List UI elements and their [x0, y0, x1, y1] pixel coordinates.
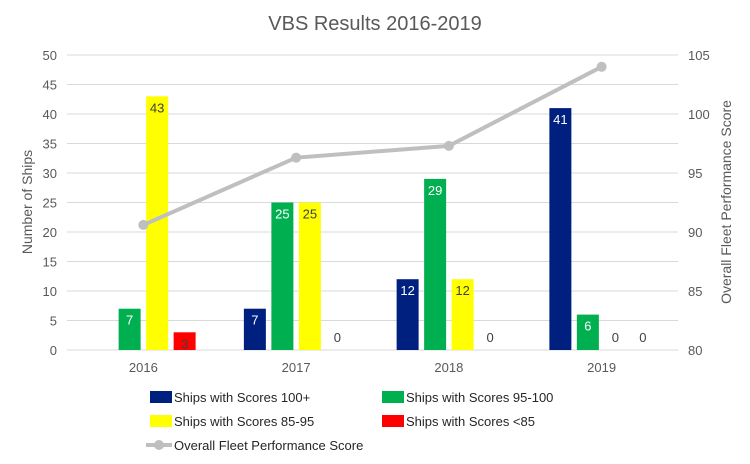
data-label: 3: [181, 336, 188, 351]
bar: [271, 202, 294, 350]
y-tick-label: 5: [50, 314, 57, 329]
bar: [298, 202, 321, 350]
y2-axis-ticks: 80 85 90 95 100 105: [688, 48, 710, 358]
data-label: 7: [251, 313, 258, 328]
y-tick-label: 35: [43, 137, 57, 152]
bar: [576, 314, 599, 350]
y2-tick-label: 90: [688, 225, 702, 240]
y2-axis-title: Overall Fleet Performance Score: [718, 100, 734, 304]
score-point: [596, 61, 607, 72]
legend-swatch: [382, 415, 404, 427]
score-point: [138, 219, 149, 230]
data-label: 12: [400, 283, 414, 298]
data-label: 0: [639, 330, 646, 345]
x-tick-label: 2016: [129, 360, 158, 375]
y-tick-label: 25: [43, 196, 57, 211]
data-labels: 7 12 41 7 25 29 6 43 25 12 0 3 0 0 0: [126, 100, 646, 351]
legend-label: Overall Fleet Performance Score: [174, 438, 363, 453]
y-tick-label: 45: [43, 78, 57, 93]
bar: [118, 308, 141, 350]
bar: [243, 308, 266, 350]
bars: [118, 96, 599, 350]
score-line-path: [142, 65, 603, 227]
y2-tick-label: 95: [688, 166, 702, 181]
data-label: 12: [455, 283, 469, 298]
legend-label: Ships with Scores 85-95: [174, 414, 314, 429]
legend-swatch: [150, 391, 172, 403]
legend-marker: [154, 440, 164, 450]
x-tick-label: 2018: [434, 360, 463, 375]
y2-tick-label: 85: [688, 284, 702, 299]
y-tick-label: 50: [43, 48, 57, 63]
data-label: 25: [303, 207, 317, 222]
y-axis-title: Number of Ships: [19, 150, 35, 254]
y-axis-ticks: 0 5 10 15 20 25 30 35 40 45 50: [43, 48, 57, 358]
y2-tick-label: 80: [688, 343, 702, 358]
y-tick-label: 30: [43, 166, 57, 181]
data-label: 25: [275, 207, 289, 222]
score-point: [443, 140, 454, 151]
y-tick-label: 20: [43, 225, 57, 240]
chart-title: VBS Results 2016-2019: [268, 13, 481, 35]
legend-swatch: [150, 415, 172, 427]
x-tick-label: 2017: [282, 360, 311, 375]
data-label: 29: [428, 183, 442, 198]
legend-swatch: [382, 391, 404, 403]
bar: [146, 96, 169, 350]
data-label: 6: [584, 319, 591, 334]
bar: [424, 178, 447, 350]
data-label: 7: [126, 313, 133, 328]
y-tick-label: 0: [50, 343, 57, 358]
data-label: 0: [334, 330, 341, 345]
x-axis-ticks: 2016 2017 2018 2019: [129, 360, 616, 375]
legend: Ships with Scores 100+ Ships with Scores …: [146, 390, 553, 453]
data-label: 43: [150, 100, 164, 115]
legend-label: Ships with Scores 95-100: [406, 390, 553, 405]
x-tick-label: 2019: [587, 360, 616, 375]
data-label: 0: [487, 330, 494, 345]
y-tick-label: 10: [43, 284, 57, 299]
score-line: [138, 61, 607, 230]
grid-lines: [67, 54, 678, 351]
y2-tick-label: 100: [688, 107, 710, 122]
legend-label: Ships with Scores 100+: [174, 390, 310, 405]
data-label: 0: [612, 330, 619, 345]
y-tick-label: 15: [43, 255, 57, 270]
bar: [173, 332, 196, 350]
legend-label: Ships with Scores <85: [406, 414, 535, 429]
y-tick-label: 40: [43, 107, 57, 122]
y2-tick-label: 105: [688, 48, 710, 63]
data-label: 41: [553, 112, 567, 127]
bar: [396, 279, 419, 350]
score-point: [291, 152, 302, 163]
bar: [451, 279, 474, 350]
bar: [549, 108, 572, 350]
